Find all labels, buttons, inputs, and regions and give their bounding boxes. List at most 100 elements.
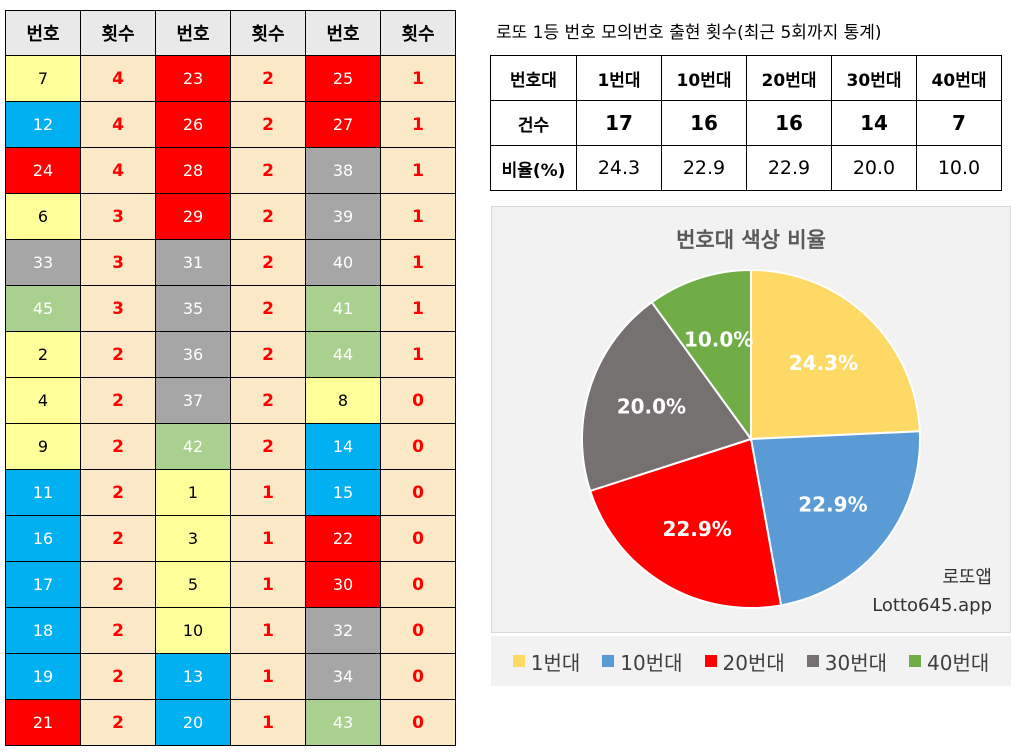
legend-item: 10번대	[602, 647, 683, 676]
legend-item: 20번대	[704, 647, 785, 676]
table-row: 21 2 20 1 43 0	[5, 699, 456, 746]
lotto-number-cell: 31	[155, 239, 231, 286]
table-row: 6 3 29 2 39 1	[5, 193, 456, 240]
column-header-number: 번호	[155, 10, 231, 56]
table-row: 16 2 3 1 22 0	[5, 515, 456, 562]
lotto-number-cell: 25	[305, 55, 381, 102]
stats-header-cell: 20번대	[746, 55, 832, 101]
legend-label: 1번대	[530, 650, 581, 675]
lotto-number-cell: 22	[305, 515, 381, 562]
occurrence-count-cell: 2	[230, 147, 306, 194]
table-row: 2 2 36 2 44 1	[5, 331, 456, 378]
lotto-number-cell: 14	[305, 423, 381, 470]
stats-ratio-row: 비율(%) 24.3 22.9 22.9 20.0 10.0	[490, 145, 1002, 191]
lotto-number-cell: 29	[155, 193, 231, 240]
lotto-number-cell: 6	[5, 193, 81, 240]
lotto-number-cell: 21	[5, 699, 81, 746]
occurrence-count-cell: 1	[380, 239, 456, 286]
stats-header-cell: 1번대	[576, 55, 662, 101]
table-row: 12 4 26 2 27 1	[5, 101, 456, 148]
lotto-number-cell: 42	[155, 423, 231, 470]
lotto-number-cell: 16	[5, 515, 81, 562]
legend-swatch	[704, 655, 717, 667]
table-row: 33 3 31 2 40 1	[5, 239, 456, 286]
occurrence-count-cell: 1	[380, 55, 456, 102]
lotto-number-cell: 13	[155, 653, 231, 700]
table-row: 45 3 35 2 41 1	[5, 285, 456, 332]
stats-count-label: 건수	[490, 100, 577, 146]
number-count-table: 번호 횟수 번호 횟수 번호 횟수 7 4 23 2 25 1 12 4 26 2 27 1 24 4 28 2 38 1 6…	[5, 10, 456, 746]
lotto-number-cell: 34	[305, 653, 381, 700]
occurrence-count-cell: 3	[80, 285, 156, 332]
chart-title: 번호대 색상 비율	[676, 228, 826, 252]
lotto-number-cell: 4	[5, 377, 81, 424]
lotto-number-cell: 32	[305, 607, 381, 654]
occurrence-count-cell: 4	[80, 147, 156, 194]
legend-label: 10번대	[620, 650, 683, 675]
stats-count-row: 건수 17 16 16 14 7	[490, 100, 1002, 146]
watermark-app-name: 로또앱	[942, 567, 992, 588]
occurrence-count-cell: 2	[230, 423, 306, 470]
pie-slice-30번대	[581, 300, 753, 493]
occurrence-count-cell: 2	[80, 561, 156, 608]
lotto-number-cell: 1	[155, 469, 231, 516]
occurrence-count-cell: 2	[230, 239, 306, 286]
lotto-number-cell: 27	[305, 101, 381, 148]
occurrence-count-cell: 0	[380, 561, 456, 608]
lotto-number-cell: 26	[155, 101, 231, 148]
column-header-count: 횟수	[80, 10, 156, 56]
occurrence-count-cell: 2	[230, 193, 306, 240]
lotto-number-cell: 39	[305, 193, 381, 240]
lotto-number-cell: 37	[155, 377, 231, 424]
chart-legend: 1번대 10번대 20번대 30번대 40번대	[491, 636, 1011, 686]
occurrence-count-cell: 2	[230, 55, 306, 102]
stats-ratio-cell: 22.9	[746, 145, 832, 191]
occurrence-count-cell: 4	[80, 101, 156, 148]
pie-chart-panel: 번호대 색상 비율 24.3% 22.9% 22.9% 20.0% 10.0% 로또앱 …	[491, 206, 1011, 633]
occurrence-count-cell: 3	[80, 193, 156, 240]
lotto-number-cell: 19	[5, 653, 81, 700]
legend-label: 40번대	[927, 650, 990, 675]
table-row: 9 2 42 2 14 0	[5, 423, 456, 470]
stats-count-cell: 17	[576, 100, 662, 146]
pie-slice-20번대	[588, 437, 783, 609]
range-stats-table: 번호대 1번대 10번대 20번대 30번대 40번대 건수 17 16 16 14 7 비율(%)…	[490, 55, 1002, 191]
legend-swatch	[806, 655, 819, 667]
pie-slice-10번대	[749, 430, 921, 607]
occurrence-count-cell: 1	[380, 101, 456, 148]
occurrence-count-cell: 0	[380, 423, 456, 470]
stats-title: 로또 1등 번호 모의번호 출현 횟수(최근 5회까지 통계)	[496, 23, 882, 43]
occurrence-count-cell: 2	[230, 331, 306, 378]
occurrence-count-cell: 2	[80, 515, 156, 562]
lotto-number-cell: 3	[155, 515, 231, 562]
lotto-number-cell: 36	[155, 331, 231, 378]
stats-ratio-label: 비율(%)	[490, 145, 577, 191]
pie-data-label: 22.9%	[798, 492, 867, 516]
stats-count-cell: 16	[746, 100, 832, 146]
column-header-count: 횟수	[230, 10, 306, 56]
occurrence-count-cell: 4	[80, 55, 156, 102]
table-row: 19 2 13 1 34 0	[5, 653, 456, 700]
occurrence-count-cell: 1	[230, 607, 306, 654]
occurrence-count-cell: 1	[230, 561, 306, 608]
lotto-number-cell: 23	[155, 55, 231, 102]
column-header-count: 횟수	[380, 10, 456, 56]
legend-item: 40번대	[909, 647, 989, 676]
occurrence-count-cell: 1	[230, 469, 306, 516]
lotto-number-cell: 17	[5, 561, 81, 608]
stats-ratio-cell: 22.9	[661, 145, 747, 191]
column-header-number: 번호	[305, 10, 381, 56]
stats-count-cell: 16	[661, 100, 747, 146]
occurrence-count-cell: 2	[80, 423, 156, 470]
occurrence-count-cell: 2	[80, 607, 156, 654]
stats-count-cell: 14	[831, 100, 917, 146]
occurrence-count-cell: 3	[80, 239, 156, 286]
table-row: 4 2 37 2 8 0	[5, 377, 456, 424]
legend-label: 30번대	[824, 650, 888, 675]
occurrence-count-cell: 2	[230, 101, 306, 148]
lotto-number-cell: 5	[155, 561, 231, 608]
lotto-number-cell: 44	[305, 331, 381, 378]
occurrence-count-cell: 0	[380, 377, 456, 424]
table-row: 7 4 23 2 25 1	[5, 55, 456, 102]
legend-swatch	[602, 655, 615, 667]
